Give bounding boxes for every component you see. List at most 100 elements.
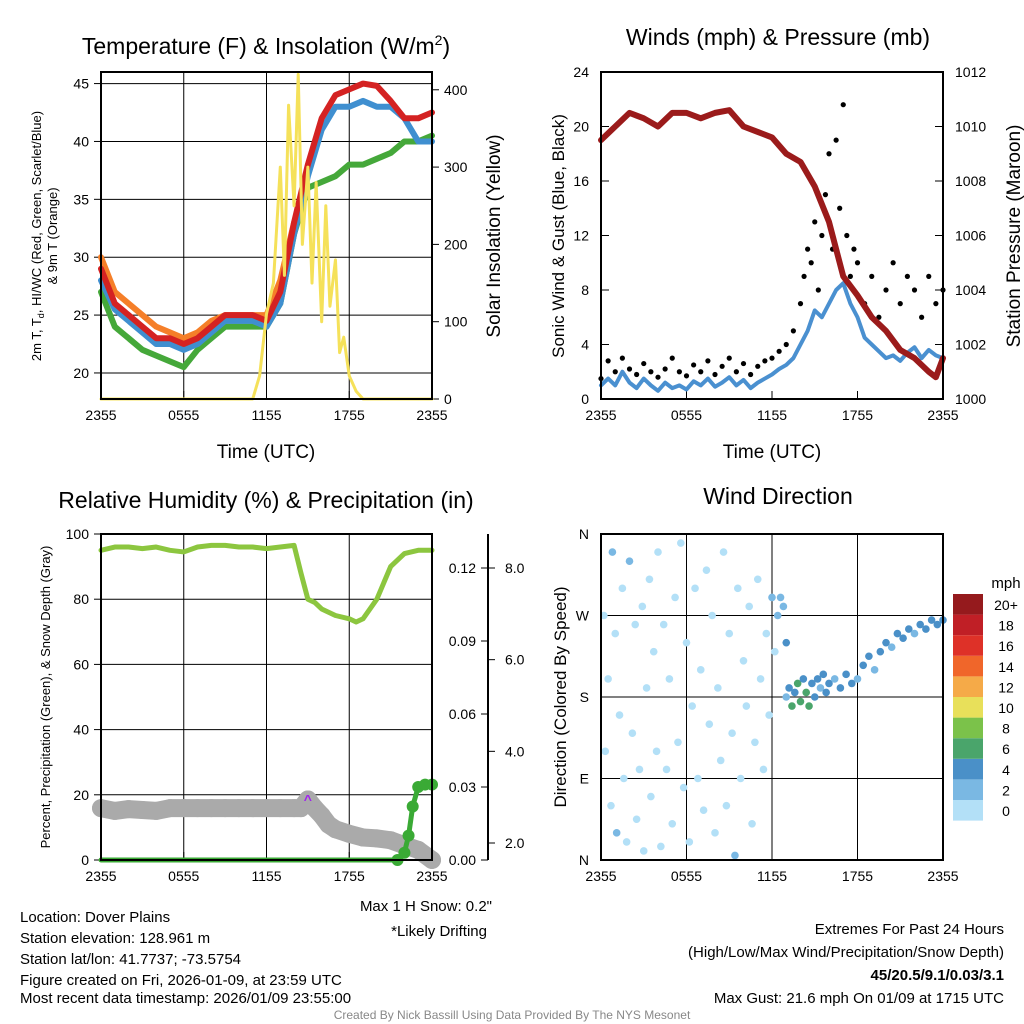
info-location: Location: Dover Plains — [20, 909, 170, 926]
legend-swatch — [953, 717, 983, 739]
gust-point — [819, 232, 825, 239]
x-tick-label: 2355 — [85, 407, 116, 423]
gust-point — [790, 328, 796, 334]
gust-point — [683, 373, 690, 379]
legend-swatch — [953, 594, 983, 615]
direction-point — [674, 738, 682, 747]
plot-frame — [600, 533, 944, 861]
gust-point — [655, 374, 661, 380]
temp-panel-title: Temperature (F) & Insolation (W/m2) — [82, 32, 450, 59]
rh-y-label: Percent, Precipitation (Green), & Snow D… — [38, 546, 53, 849]
direction-y-tick-label: N — [579, 852, 589, 868]
legend-label: 20+ — [994, 597, 1018, 613]
snow-tick-label: 2.0 — [505, 835, 525, 851]
direction-point — [910, 629, 919, 638]
wind-panel-title: Winds (mph) & Pressure (mb) — [626, 24, 930, 50]
gust-point — [619, 355, 625, 361]
gust-point — [876, 314, 882, 320]
wind-y-tick-label: 8 — [581, 282, 589, 298]
rh-y-tick-label: 100 — [66, 526, 90, 542]
direction-point — [607, 801, 615, 810]
pressure-y-tick-label: 1006 — [955, 228, 986, 244]
gust-point — [897, 301, 903, 307]
direction-point — [657, 842, 665, 851]
x-tick-label: 0555 — [168, 407, 199, 423]
wind-y-tick-label: 0 — [581, 391, 589, 407]
gust-point — [826, 151, 832, 157]
direction-point — [652, 747, 661, 756]
gust-point — [676, 369, 682, 375]
direction-point — [793, 679, 802, 688]
direction-point — [887, 643, 896, 651]
precip-tick-label: 0.12 — [449, 560, 476, 576]
gust-point — [641, 360, 647, 367]
legend-label: 2 — [1002, 782, 1010, 798]
direction-point — [779, 602, 788, 611]
legend-label: 12 — [998, 679, 1014, 695]
direction-point — [905, 625, 913, 633]
direction-point — [916, 620, 924, 629]
gust-point — [808, 260, 814, 266]
direction-point — [615, 711, 624, 719]
legend-swatch — [953, 738, 983, 759]
direction-point — [776, 593, 785, 602]
direction-point — [842, 670, 850, 679]
x-tick-label: 2355 — [927, 868, 958, 884]
direction-point — [668, 819, 677, 828]
wind-y-tick-label: 4 — [581, 337, 589, 353]
gust-point — [634, 371, 640, 378]
direction-point — [671, 593, 679, 602]
direction-point — [620, 774, 628, 783]
insolation-y-tick-label: 400 — [444, 82, 468, 98]
direction-point — [654, 548, 662, 556]
direction-point — [601, 747, 610, 756]
pressure-y-tick-label: 1012 — [955, 64, 986, 80]
gust-point — [776, 348, 782, 354]
direction-point — [893, 629, 902, 638]
direction-point — [759, 765, 768, 774]
wind-y-tick-label: 16 — [573, 173, 589, 189]
gust-point — [904, 273, 910, 279]
gust-point — [755, 363, 761, 369]
temp-y-tick-label: 35 — [73, 191, 89, 207]
pressure-y-tick-label: 1010 — [955, 119, 986, 135]
direction-point — [649, 647, 658, 656]
info-created: Figure created on Fri, 2026-01-09, at 23… — [20, 972, 342, 989]
direction-point — [805, 702, 813, 710]
rh-y-tick-label: 0 — [81, 852, 89, 868]
pressure-line — [598, 107, 946, 381]
direction-point — [927, 616, 936, 624]
info-latlon: Station lat/lon: 41.7737; -73.5754 — [20, 951, 241, 968]
direction-point — [725, 629, 734, 638]
gust-point — [740, 360, 747, 367]
legend-label: 18 — [998, 618, 1014, 634]
credit-line: Created By Nick Bassill Using Data Provi… — [334, 1008, 691, 1022]
direction-point — [765, 711, 773, 719]
direction-point — [782, 693, 791, 701]
legend-swatch — [953, 800, 983, 821]
gust-point — [837, 205, 843, 211]
direction-point — [753, 575, 762, 584]
insolation-y-tick-label: 100 — [444, 314, 468, 330]
direction-point — [702, 566, 711, 575]
x-tick-label: 2355 — [416, 868, 447, 884]
direction-point — [853, 675, 862, 683]
direction-point — [728, 729, 736, 738]
direction-point — [682, 638, 691, 647]
snow-tick-label: 6.0 — [505, 652, 525, 668]
legend-label: 14 — [998, 659, 1014, 675]
drift-marker: ^ — [304, 791, 312, 807]
direction-point — [677, 539, 685, 547]
direction-point — [822, 688, 830, 697]
gust-point — [911, 287, 918, 293]
direction-point — [762, 629, 771, 638]
rh-y-tick-label: 20 — [73, 787, 89, 803]
x-tick-label: 1155 — [251, 407, 281, 423]
legend-label: 8 — [1002, 721, 1010, 737]
gust-point — [854, 260, 861, 266]
direction-point — [802, 688, 810, 697]
x-tick-label: 0555 — [671, 407, 702, 423]
precip-tick-label: 0.03 — [449, 779, 476, 795]
gust-point — [719, 363, 725, 369]
legend-swatch — [953, 779, 983, 800]
